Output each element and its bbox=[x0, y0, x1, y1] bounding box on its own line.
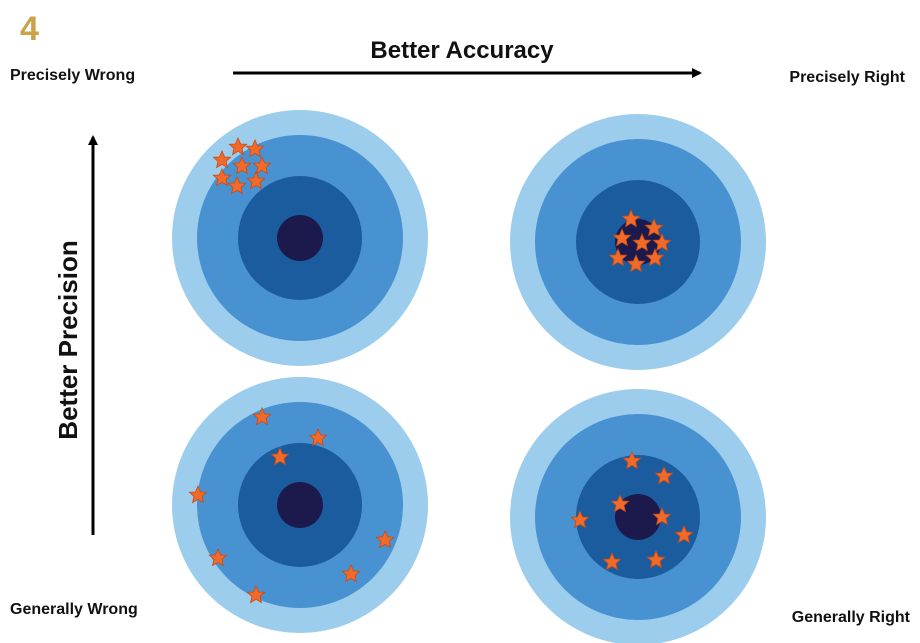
corner-label: Generally Wrong bbox=[10, 601, 138, 618]
target bbox=[510, 389, 766, 643]
corner-label: Precisely Wrong bbox=[10, 67, 135, 84]
target bbox=[172, 377, 428, 633]
corner-label: Precisely Right bbox=[789, 69, 905, 86]
corner-label: Generally Right bbox=[792, 609, 911, 626]
precision-label: Better Precision bbox=[53, 240, 83, 439]
badge: 4 bbox=[20, 10, 39, 48]
accuracy-label: Better Accuracy bbox=[370, 37, 554, 64]
target bbox=[172, 110, 428, 366]
